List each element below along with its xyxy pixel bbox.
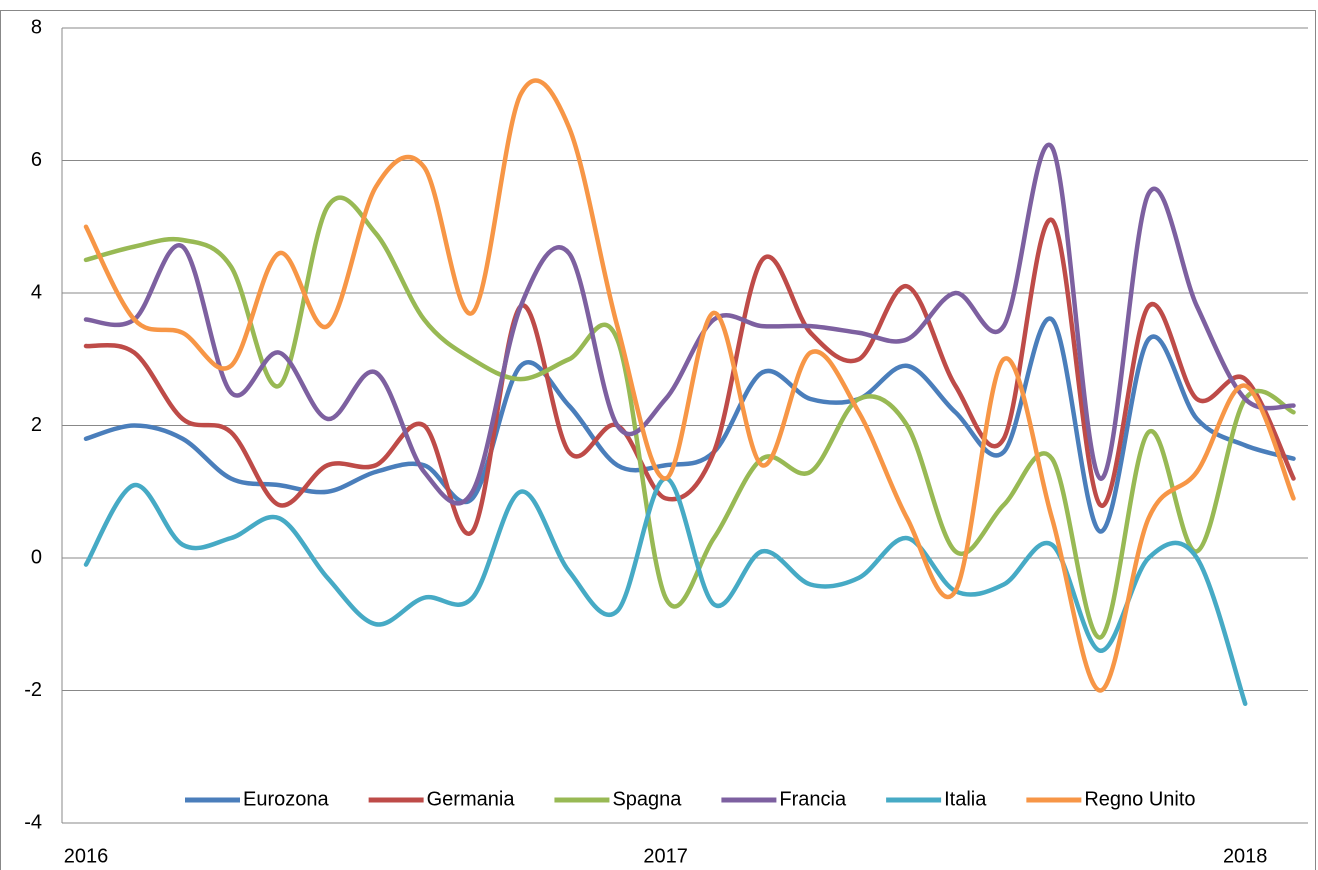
y-tick-label: 6 (31, 149, 42, 171)
y-tick-label: 8 (31, 16, 42, 38)
y-tick-label: -2 (24, 679, 42, 701)
x-tick-label: 2016 (64, 845, 109, 867)
y-tick-label: 4 (31, 281, 42, 303)
line-series (83, 316, 1296, 534)
legend-label: Regno Unito (1084, 788, 1195, 810)
x-tick-label: 2018 (1223, 845, 1268, 867)
y-tick-label: 2 (31, 414, 42, 436)
chart-frame (0, 10, 1316, 870)
legend-label: Germania (427, 788, 516, 810)
line-series (83, 476, 1248, 706)
line-series (83, 142, 1296, 506)
legend-label: Eurozona (243, 788, 329, 810)
legend-label: Italia (944, 788, 987, 810)
legend-label: Francia (779, 788, 847, 810)
x-tick-label: 2017 (643, 845, 688, 867)
y-tick-label: 0 (31, 546, 42, 568)
legend-label: Spagna (612, 788, 682, 810)
line-series (83, 195, 1296, 640)
line-series (83, 78, 1296, 693)
y-tick-label: -4 (24, 811, 42, 833)
